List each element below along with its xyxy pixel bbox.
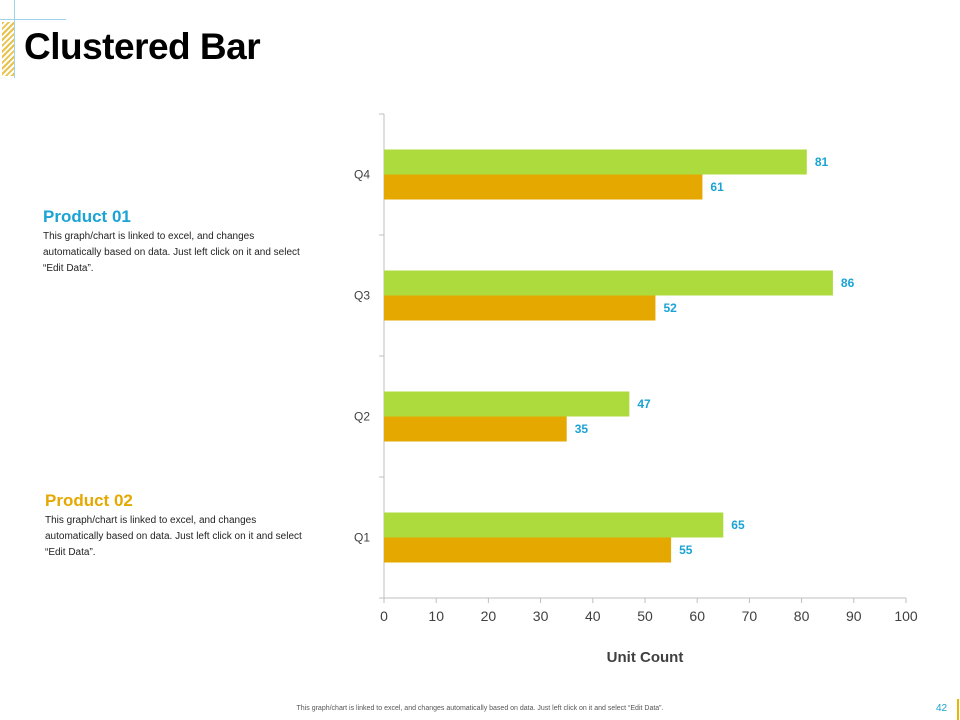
bar-product-02-q3 — [384, 295, 656, 321]
data-label-product-01-q1: 65 — [731, 518, 745, 532]
x-tick-label-0: 0 — [380, 608, 388, 624]
clustered-bar-chart: 0 10 20 30 40 50 60 70 80 90 100 Unit Count Q1 65 55 Q2… — [354, 113, 918, 666]
corner-vertical-line — [14, 0, 15, 78]
bar-product-01-q4 — [384, 149, 807, 175]
data-label-product-02-q3: 52 — [663, 301, 677, 315]
bar-product-01-q1 — [384, 512, 724, 538]
y-tick-label-q2: Q2 — [354, 410, 370, 424]
data-label-product-01-q3: 86 — [841, 276, 855, 290]
legend-title-product-01: Product 01 — [43, 207, 131, 226]
legend-product-02: Product 02 This graph/chart is linked to… — [45, 491, 315, 561]
legend-description-product-01: This graph/chart is linked to excel, and… — [43, 231, 300, 274]
bar-product-01-q2 — [384, 391, 630, 417]
legend-title-product-02: Product 02 — [45, 491, 133, 510]
x-tick-label-100: 100 — [894, 608, 918, 624]
y-tick-label-q4: Q4 — [354, 168, 370, 182]
bar-product-02-q1 — [384, 537, 672, 563]
x-tick-label-20: 20 — [481, 608, 497, 624]
slide-title: Clustered Bar — [24, 26, 261, 67]
data-label-product-01-q2: 47 — [637, 397, 651, 411]
y-tick-label-q3: Q3 — [354, 289, 370, 303]
data-label-product-02-q2: 35 — [575, 422, 589, 436]
data-label-product-01-q4: 81 — [815, 155, 829, 169]
legend-description-product-02: This graph/chart is linked to excel, and… — [45, 515, 302, 558]
y-tick-label-q1: Q1 — [354, 531, 370, 545]
page-number-accent-bar — [957, 699, 959, 720]
page-number: 42 — [936, 703, 948, 714]
x-tick-label-50: 50 — [637, 608, 653, 624]
footer-note: This graph/chart is linked to excel, and… — [296, 705, 664, 712]
x-tick-label-70: 70 — [742, 608, 758, 624]
x-tick-label-30: 30 — [533, 608, 549, 624]
x-tick-label-80: 80 — [794, 608, 810, 624]
x-tick-label-90: 90 — [846, 608, 862, 624]
corner-hatch-decoration — [2, 22, 14, 76]
x-axis-title: Unit Count — [607, 649, 684, 666]
bar-product-02-q2 — [384, 416, 567, 442]
x-tick-label-10: 10 — [428, 608, 444, 624]
chart-bars — [384, 149, 833, 563]
corner-horizontal-line — [0, 19, 66, 20]
bar-product-01-q3 — [384, 270, 833, 296]
data-label-product-02-q4: 61 — [710, 180, 724, 194]
legend-product-01: Product 01 This graph/chart is linked to… — [43, 207, 313, 277]
x-tick-label-40: 40 — [585, 608, 601, 624]
bar-product-02-q4 — [384, 174, 703, 200]
data-label-product-02-q1: 55 — [679, 543, 693, 557]
chart-labels: 0 10 20 30 40 50 60 70 80 90 100 Unit Count Q1 65 55 Q2… — [354, 155, 918, 666]
x-tick-label-60: 60 — [689, 608, 705, 624]
